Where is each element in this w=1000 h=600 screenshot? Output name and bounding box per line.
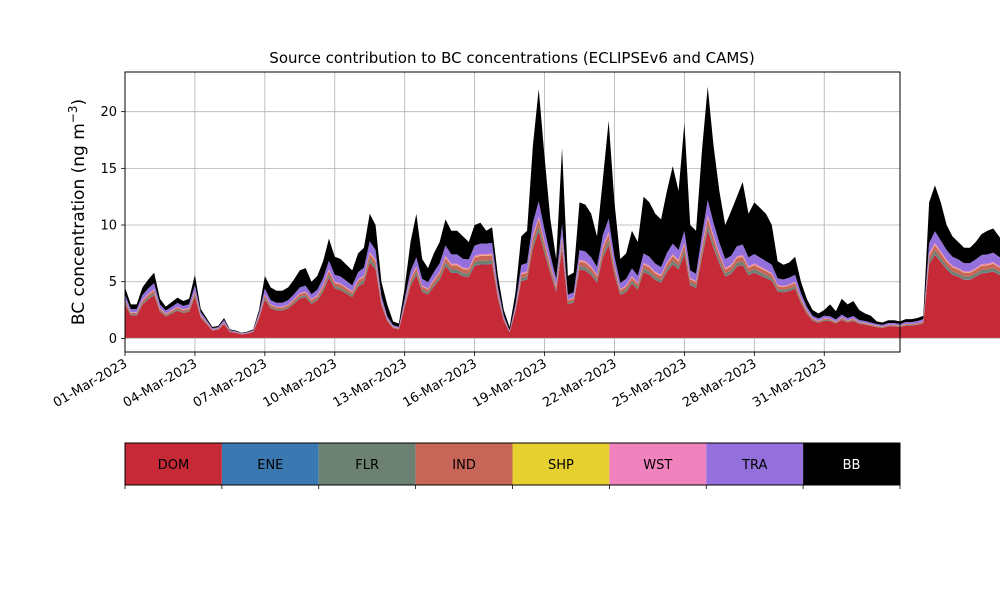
legend-swatch-dom (125, 443, 222, 485)
legend-label-dom: DOM (158, 458, 189, 473)
legend-swatch-bb (803, 443, 900, 485)
area-dom (125, 230, 1000, 339)
y-axis: 0 5 10 15 20 (100, 105, 125, 347)
legend-label-shp: SHP (548, 458, 574, 473)
legend-label-ene: ENE (257, 458, 283, 473)
legend-swatch-tra (706, 443, 804, 485)
legend-swatch-ene (221, 443, 319, 485)
y-tick-label: 0 (109, 332, 117, 347)
chart-title: Source contribution to BC concentrations… (269, 49, 754, 67)
y-tick-label: 10 (100, 219, 117, 234)
legend-swatch-flr (318, 443, 416, 485)
y-axis-label: BC concentration (ng m−3) (66, 99, 89, 325)
y-tick-label: 5 (109, 275, 117, 290)
legend-label-wst: WST (643, 458, 672, 473)
legend-label-flr: FLR (355, 458, 379, 473)
area-bb (125, 86, 1000, 334)
legend-label-ind: IND (452, 458, 476, 473)
plot-frame (124, 71, 901, 353)
legend-label-tra: TRA (741, 458, 767, 473)
legend-swatch-wst (609, 443, 707, 485)
stacked-areas (125, 86, 1000, 339)
y-tick-label: 15 (100, 162, 117, 177)
legend-label-bb: BB (843, 458, 861, 473)
legend-swatch-shp (512, 443, 610, 485)
y-tick-label: 20 (100, 105, 117, 120)
legend-swatch-ind (415, 443, 513, 485)
sector-legend-bar: DOM ENE FLR IND SHP WST TRA BB (124, 442, 901, 489)
